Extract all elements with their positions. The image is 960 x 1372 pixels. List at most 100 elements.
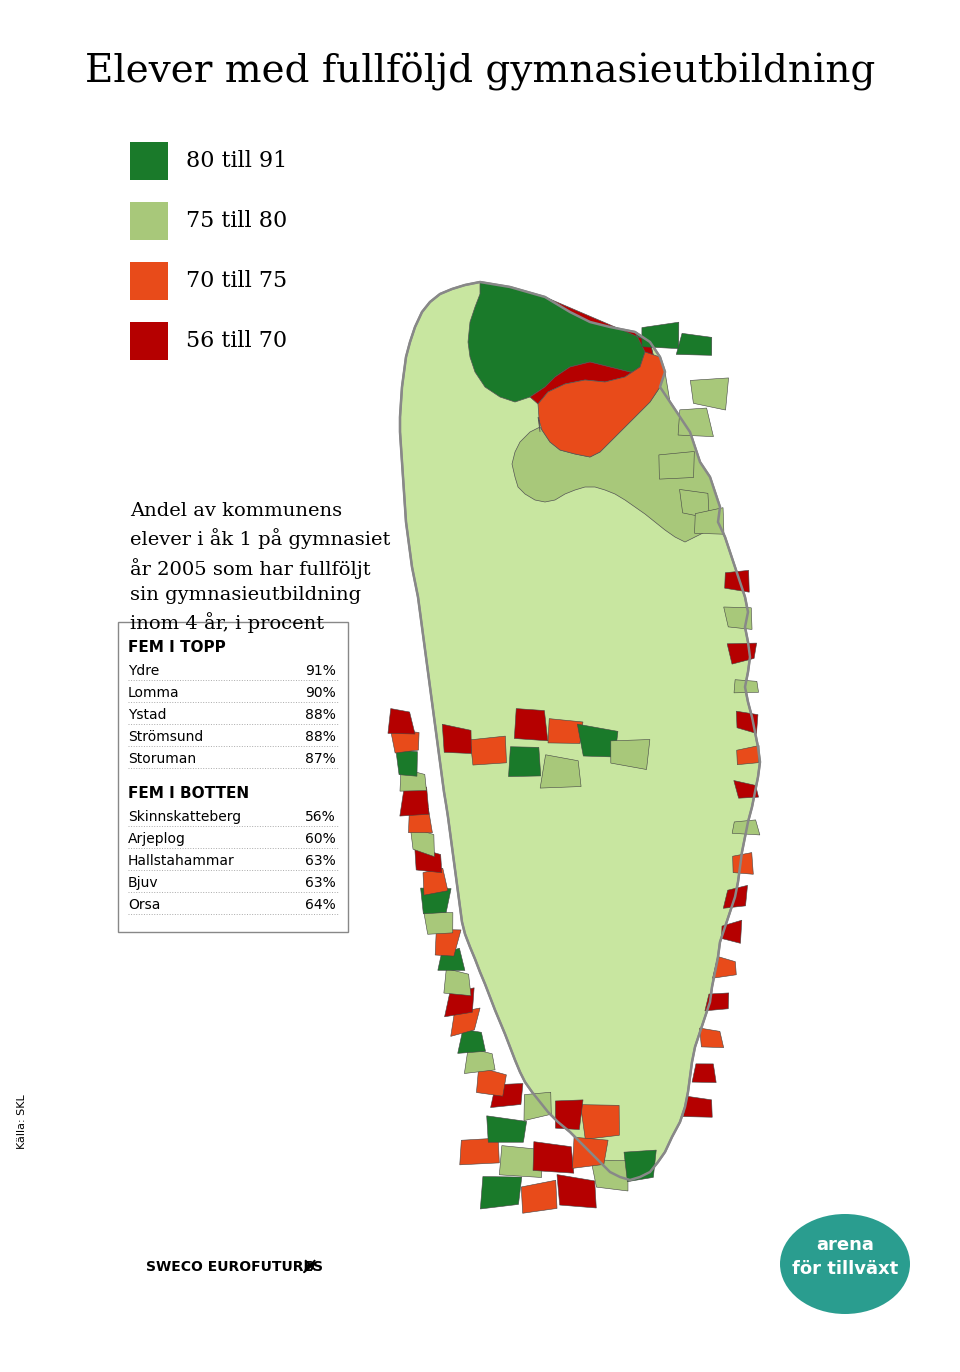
Polygon shape (400, 283, 760, 1180)
Polygon shape (443, 724, 471, 753)
Polygon shape (548, 719, 583, 744)
FancyBboxPatch shape (118, 622, 348, 932)
Polygon shape (538, 353, 665, 457)
Polygon shape (438, 948, 465, 970)
Text: FEM I TOPP: FEM I TOPP (128, 639, 226, 654)
Polygon shape (435, 929, 461, 956)
Polygon shape (423, 912, 453, 934)
Text: Orsa: Orsa (128, 899, 160, 912)
Polygon shape (723, 885, 748, 908)
Text: Andel av kommunens
elever i åk 1 på gymnasiet
år 2005 som har fullföljt
sin gymn: Andel av kommunens elever i åk 1 på gymn… (130, 502, 391, 634)
Text: 80 till 91: 80 till 91 (186, 150, 287, 172)
Text: 56 till 70: 56 till 70 (186, 331, 287, 353)
Text: Källa: SKL: Källa: SKL (17, 1095, 27, 1150)
Text: 91%: 91% (305, 664, 336, 678)
Polygon shape (391, 729, 420, 753)
Polygon shape (540, 755, 581, 788)
Polygon shape (733, 781, 758, 799)
Polygon shape (491, 1084, 523, 1107)
Polygon shape (700, 1028, 724, 1048)
Text: SWECO EUROFUTURES: SWECO EUROFUTURES (147, 1259, 324, 1275)
Polygon shape (400, 768, 426, 792)
Ellipse shape (780, 1214, 910, 1314)
FancyBboxPatch shape (130, 262, 168, 300)
Polygon shape (591, 1159, 628, 1191)
Polygon shape (420, 888, 451, 914)
Text: Ydre: Ydre (128, 664, 159, 678)
Polygon shape (624, 1150, 657, 1181)
Polygon shape (684, 1096, 712, 1117)
Polygon shape (509, 746, 540, 777)
Text: 70 till 75: 70 till 75 (186, 270, 287, 292)
Polygon shape (524, 1092, 551, 1121)
Text: Bjuv: Bjuv (128, 875, 158, 890)
Text: Lomma: Lomma (128, 686, 180, 700)
Polygon shape (515, 708, 548, 741)
Polygon shape (732, 852, 754, 874)
Polygon shape (611, 740, 650, 770)
Polygon shape (465, 1048, 495, 1073)
Polygon shape (676, 333, 711, 355)
Polygon shape (678, 407, 713, 436)
Polygon shape (736, 745, 759, 764)
Polygon shape (410, 827, 435, 856)
Text: Storuman: Storuman (128, 752, 196, 766)
Text: ✕: ✕ (301, 1258, 318, 1276)
Polygon shape (732, 820, 760, 836)
Text: Elever med fullföljd gymnasieutbildning: Elever med fullföljd gymnasieutbildning (84, 52, 876, 91)
Polygon shape (581, 1104, 619, 1139)
Polygon shape (487, 1115, 527, 1143)
Polygon shape (694, 508, 724, 534)
Text: Ystad: Ystad (128, 708, 166, 722)
Text: 56%: 56% (305, 809, 336, 825)
Polygon shape (468, 283, 655, 402)
Polygon shape (690, 377, 729, 410)
Polygon shape (712, 956, 736, 978)
Polygon shape (736, 711, 758, 734)
Polygon shape (572, 1137, 608, 1169)
Text: Skinnskatteberg: Skinnskatteberg (128, 809, 241, 825)
Polygon shape (724, 606, 752, 630)
Polygon shape (460, 1139, 499, 1165)
Polygon shape (533, 1142, 574, 1173)
Polygon shape (557, 1174, 596, 1207)
Polygon shape (556, 1100, 583, 1129)
Polygon shape (476, 1067, 506, 1096)
Polygon shape (734, 679, 758, 693)
Text: 63%: 63% (305, 875, 336, 890)
FancyBboxPatch shape (130, 141, 168, 180)
Text: 75 till 80: 75 till 80 (186, 210, 287, 232)
Text: 87%: 87% (305, 752, 336, 766)
Text: 88%: 88% (305, 708, 336, 722)
Text: 90%: 90% (305, 686, 336, 700)
Polygon shape (388, 708, 415, 734)
Polygon shape (722, 921, 742, 944)
Polygon shape (577, 724, 618, 757)
Polygon shape (444, 969, 471, 996)
Polygon shape (396, 749, 418, 777)
Text: 60%: 60% (305, 831, 336, 847)
Polygon shape (458, 1029, 486, 1054)
Polygon shape (451, 1008, 480, 1036)
Polygon shape (692, 1063, 716, 1083)
Text: 64%: 64% (305, 899, 336, 912)
Polygon shape (415, 847, 442, 873)
Text: 88%: 88% (305, 730, 336, 744)
Polygon shape (399, 788, 429, 816)
Polygon shape (512, 372, 720, 542)
Text: Hallstahammar: Hallstahammar (128, 853, 235, 868)
Polygon shape (530, 296, 655, 403)
Text: Arjeplog: Arjeplog (128, 831, 186, 847)
Polygon shape (727, 643, 756, 664)
Polygon shape (499, 1146, 542, 1177)
FancyBboxPatch shape (130, 202, 168, 240)
FancyBboxPatch shape (130, 322, 168, 359)
Polygon shape (444, 988, 474, 1017)
Polygon shape (521, 1180, 557, 1213)
Text: FEM I BOTTEN: FEM I BOTTEN (128, 786, 250, 801)
Text: arena
för tillväxt: arena för tillväxt (792, 1236, 899, 1277)
Text: Strömsund: Strömsund (128, 730, 204, 744)
Polygon shape (680, 490, 709, 519)
Polygon shape (705, 993, 729, 1011)
Polygon shape (423, 868, 447, 895)
